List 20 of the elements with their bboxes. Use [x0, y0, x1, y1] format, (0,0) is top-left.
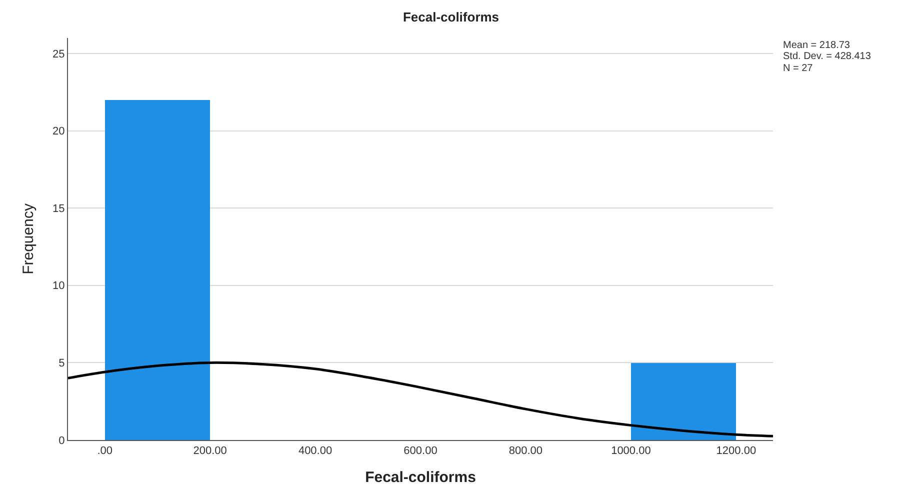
y-tick-label: 25 — [52, 48, 65, 60]
y-tick-label: 5 — [58, 358, 65, 370]
text: Std. Dev. = 428.413 — [783, 51, 872, 62]
x-tick-label: 200.00 — [193, 445, 227, 458]
text: Mean = 218.73 — [783, 40, 850, 51]
y-tick-label: 20 — [52, 126, 65, 138]
chart-title: Fecal-coliforms — [402, 10, 500, 25]
x-tick-label: 600.00 — [404, 445, 438, 458]
x-tick-label: .00 — [97, 445, 112, 458]
y-axis-title: Frequency — [20, 203, 37, 274]
x-tick-label: 400.00 — [298, 445, 332, 458]
y-tick-label: 15 — [52, 202, 65, 215]
line-series — [68, 361, 773, 438]
y-tick-label: 0 — [58, 434, 65, 447]
x-tick-label: 1000.00 — [611, 445, 651, 458]
x-tick-label: 1200.00 — [716, 445, 756, 458]
y-tick-label: 10 — [52, 280, 65, 292]
x-tick-label: 800.00 — [508, 445, 543, 458]
x-axis-title: Fecal-coliforms — [365, 469, 476, 486]
text: N = 27 — [783, 63, 814, 74]
